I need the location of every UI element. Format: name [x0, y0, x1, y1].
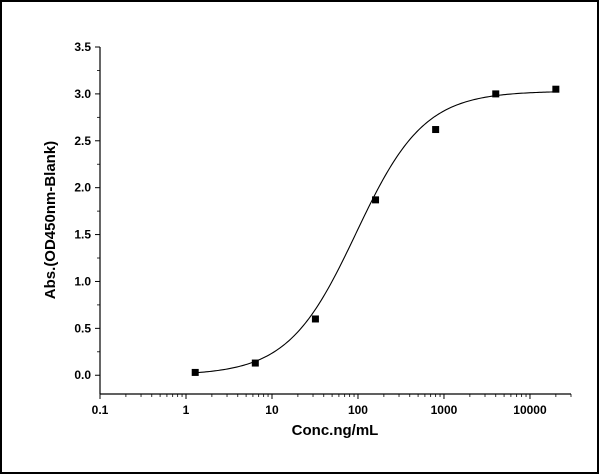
y-axis-title: Abs.(OD450nm-Blank): [42, 141, 59, 299]
y-tick-label: 2.5: [74, 134, 91, 148]
data-markers: [191, 85, 560, 376]
axes: [99, 47, 571, 395]
fit-curve: [195, 91, 556, 374]
x-tick-label: 1000: [431, 403, 458, 417]
x-ticks: 0.1 1 10 100 1000 10000: [92, 394, 572, 417]
y-tick-label: 0.0: [74, 368, 91, 382]
data-point: [492, 90, 500, 98]
y-tick-label: 2.0: [74, 181, 91, 195]
y-tick-label: 0.5: [74, 321, 91, 335]
y-tick-label: 1.5: [74, 228, 91, 242]
x-tick-label: 10000: [513, 403, 547, 417]
x-tick-label: 10: [265, 403, 279, 417]
y-tick-label: 3.5: [74, 40, 91, 54]
data-point: [191, 368, 199, 376]
data-point: [311, 315, 319, 323]
y-tick-label: 1.0: [74, 274, 91, 288]
x-axis-title: Conc.ng/mL: [292, 422, 379, 439]
y-tick-label: 3.0: [74, 87, 91, 101]
data-point: [432, 126, 440, 134]
x-tick-label: 1: [183, 403, 190, 417]
data-point: [251, 359, 259, 367]
x-tick-label: 100: [348, 403, 368, 417]
data-point: [372, 196, 380, 204]
y-ticks: 0.0 0.5 1.0 1.5 2.0 2.5 3.0 3.5: [74, 40, 100, 382]
data-point: [552, 85, 560, 93]
x-tick-label: 0.1: [92, 403, 109, 417]
